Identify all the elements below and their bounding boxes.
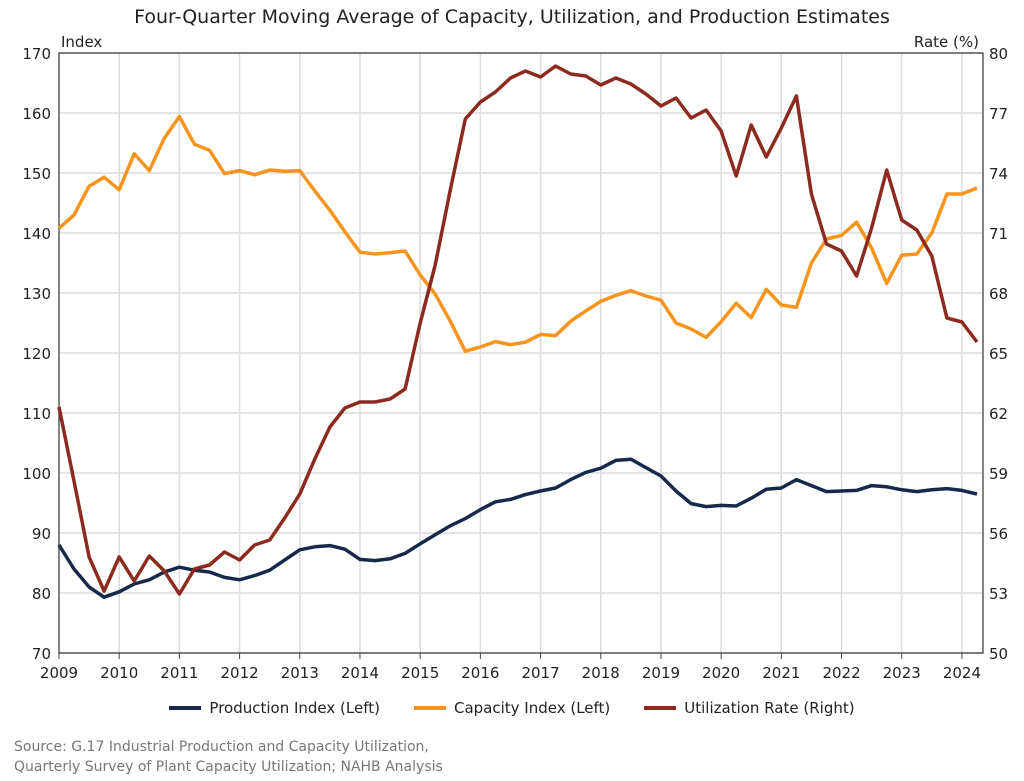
- x-tick-label: 2009: [40, 664, 78, 682]
- x-tick-label: 2011: [160, 664, 198, 682]
- y-tick-label-right: 74: [989, 165, 1008, 183]
- y-tick-label-left: 130: [22, 285, 51, 303]
- y-axis-label-right: Rate (%): [914, 33, 979, 51]
- x-tick-label: 2016: [461, 664, 499, 682]
- y-tick-label-left: 90: [32, 525, 51, 543]
- y-tick-label-right: 80: [989, 45, 1008, 63]
- legend-item-production: Production Index (Left): [169, 699, 380, 717]
- series-line-utilization: [57, 64, 979, 596]
- y-tick-label-left: 80: [32, 585, 51, 603]
- series-line-capacity: [57, 114, 978, 353]
- y-tick-label-right: 65: [989, 345, 1008, 363]
- legend-item-utilization: Utilization Rate (Right): [644, 699, 855, 717]
- y-tick-label-left: 160: [22, 105, 51, 123]
- y-tick-label-left: 110: [22, 405, 51, 423]
- y-tick-label-left: 140: [22, 225, 51, 243]
- chart-title: Four-Quarter Moving Average of Capacity,…: [134, 6, 890, 28]
- x-tick-label: 2018: [582, 664, 620, 682]
- y-tick-label-right: 56: [989, 525, 1008, 543]
- x-tick-label: 2022: [822, 664, 860, 682]
- x-tick-label: 2013: [281, 664, 319, 682]
- x-tick-label: 2019: [642, 664, 680, 682]
- x-tick-label: 2015: [401, 664, 439, 682]
- y-tick-label-left: 170: [22, 45, 51, 63]
- y-tick-label-right: 62: [989, 405, 1008, 423]
- y-tick-label-right: 59: [989, 465, 1008, 483]
- y-tick-label-right: 50: [989, 645, 1008, 663]
- source-note: Source: G.17 Industrial Production and C…: [14, 737, 443, 777]
- legend-swatch: [644, 706, 677, 710]
- y-axis-label-left: Index: [61, 33, 102, 51]
- legend-label: Utilization Rate (Right): [684, 699, 855, 717]
- series-line-production: [57, 457, 978, 599]
- x-tick-label: 2020: [702, 664, 740, 682]
- plot-border: [58, 52, 984, 654]
- x-tick-label: 2017: [521, 664, 559, 682]
- source-line: Quarterly Survey of Plant Capacity Utili…: [14, 759, 443, 775]
- y-tick-label-right: 53: [989, 585, 1008, 603]
- legend-swatch: [413, 706, 446, 710]
- x-tick-label: 2021: [762, 664, 800, 682]
- legend-swatch: [169, 706, 202, 710]
- y-tick-label-left: 120: [22, 345, 51, 363]
- y-tick-label-left: 150: [22, 165, 51, 183]
- x-tick-label: 2014: [341, 664, 379, 682]
- y-tick-label-right: 68: [989, 285, 1008, 303]
- y-tick-label-left: 100: [22, 465, 51, 483]
- y-tick-label-right: 77: [989, 105, 1008, 123]
- line-chart: 70 80 90 100 110 120 130 140 150 160 170 50 53 56 59 62…: [22, 33, 1008, 682]
- legend-label: Capacity Index (Left): [453, 699, 611, 717]
- source-line: Source: G.17 Industrial Production and C…: [14, 739, 429, 755]
- x-tick-label: 2023: [883, 664, 921, 682]
- legend-item-capacity: Capacity Index (Left): [413, 699, 611, 717]
- x-tick-label: 2012: [220, 664, 258, 682]
- legend: Production Index (Left) Capacity Index (…: [0, 699, 1024, 717]
- y-tick-label-left: 70: [32, 645, 51, 663]
- y-tick-label-right: 71: [989, 225, 1008, 243]
- x-tick-label: 2024: [943, 664, 981, 682]
- x-tick-label: 2010: [100, 664, 138, 682]
- legend-label: Production Index (Left): [209, 699, 380, 717]
